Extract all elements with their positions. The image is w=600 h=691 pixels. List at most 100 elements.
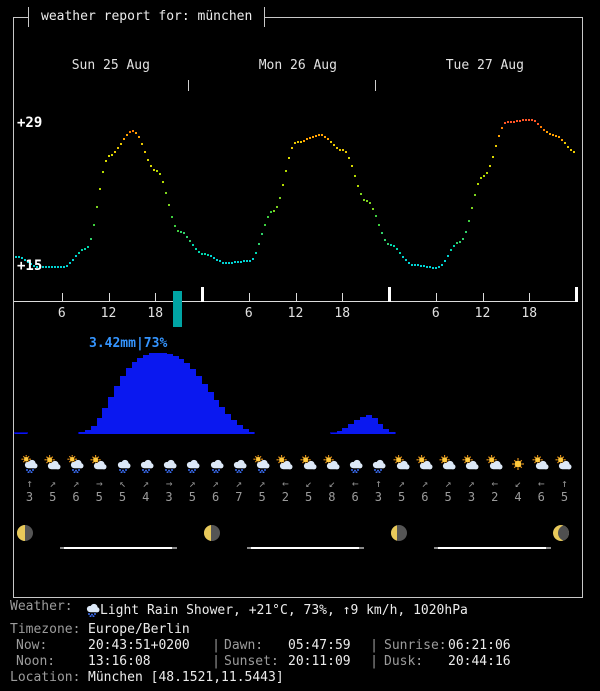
time-label: Sunset: [224, 654, 279, 669]
rain-cloud-icon [83, 599, 100, 622]
wind-direction-arrow: → [165, 477, 173, 490]
temp-dot [261, 233, 263, 236]
weather-report-frame: weather report for: münchen Sun 25 Aug Mo… [13, 7, 583, 598]
precip-bar [108, 397, 115, 434]
timezone-value: Europe/Berlin [88, 622, 190, 637]
temp-dot [537, 122, 539, 125]
current-time-marker [172, 291, 182, 327]
temp-dot [273, 210, 275, 212]
precip-bar [137, 358, 144, 434]
precip-bar [160, 353, 167, 434]
temp-dot [60, 266, 62, 268]
temp-dot [498, 134, 500, 137]
wind-speed-value: 3 [374, 490, 383, 504]
time-value: 20:44:16 [448, 654, 511, 669]
temp-dot [297, 141, 299, 144]
temp-dot [561, 139, 563, 141]
wind-speed-value: 5 [188, 490, 196, 504]
moon-phase-icon [391, 525, 407, 541]
wind-direction-arrow: ↗ [468, 477, 475, 490]
temp-dot [201, 252, 203, 255]
sun-cloud-icon [555, 454, 573, 477]
separator: | [212, 654, 220, 669]
temp-dot [570, 148, 572, 151]
precip-bar [383, 429, 390, 434]
timezone-label: Timezone: [10, 622, 81, 637]
precip-bar [195, 376, 202, 434]
temp-dot [465, 231, 467, 233]
precip-bar [178, 359, 185, 434]
temp-dot [522, 119, 524, 122]
axis-tick-label: 6 [244, 306, 253, 321]
wind-speed-value: 5 [398, 490, 406, 504]
wind-direction-arrow: ↖ [119, 477, 126, 490]
precip-bar [213, 400, 220, 434]
temp-dot [486, 171, 488, 174]
wind-speed-value: 5 [118, 490, 127, 504]
temp-dot [432, 266, 434, 269]
time-value: 13:16:08 [88, 654, 151, 669]
wind-speed-value: 3 [25, 490, 34, 504]
precip-bar [84, 430, 91, 434]
temp-dot [477, 183, 479, 186]
temp-dot [474, 194, 476, 197]
status-block: Weather: Light Rain Shower, +21°C, 73%, ↑… [0, 599, 600, 686]
sun-cloud-icon [416, 454, 434, 477]
sun-cloud-icon [323, 454, 341, 477]
temp-dot [540, 125, 542, 128]
temp-dot [207, 253, 209, 256]
wind-speed-value: 6 [211, 490, 220, 504]
temp-dot [72, 258, 74, 261]
wind-speed-value: 6 [421, 490, 429, 504]
temp-dot [318, 134, 320, 137]
sun-cloud-icon [532, 454, 550, 477]
temp-dot [426, 265, 428, 268]
temp-dot [177, 229, 179, 232]
temp-dot [90, 238, 92, 241]
temp-dot [309, 136, 311, 139]
temp-dot [111, 153, 113, 156]
wind-direction-arrow: ↗ [212, 477, 219, 490]
temp-dot [384, 238, 386, 241]
temp-dot [153, 168, 155, 171]
time-value: 05:47:59 [288, 638, 351, 653]
precip-bar [172, 356, 179, 434]
temp-dot [459, 240, 461, 243]
daylight-bar [438, 547, 547, 549]
temp-dot [120, 142, 122, 145]
temp-dot [423, 265, 425, 268]
precip-bar [225, 414, 232, 434]
rain-icon [207, 455, 225, 477]
wind-direction-arrow: ← [351, 477, 359, 490]
temp-dot [411, 263, 413, 266]
wind-direction-arrow: ↗ [189, 477, 196, 490]
temp-dot [15, 255, 17, 258]
wind-direction-arrow: ↗ [72, 477, 80, 490]
temp-dot [357, 184, 359, 187]
temp-dot [48, 266, 50, 268]
time-value: 20:43:51+0200 [88, 638, 190, 653]
temp-dot [267, 215, 269, 218]
temp-dot [495, 145, 497, 147]
sun-rain-icon [253, 454, 271, 477]
temp-dot [39, 266, 41, 268]
wind-speed-value: 5 [444, 490, 452, 504]
temp-dot [27, 261, 29, 264]
location-line: Location: München [48.1521,11.5443] [0, 670, 600, 686]
temp-dot [285, 170, 287, 173]
temp-dot [444, 259, 446, 262]
temp-dot [81, 249, 83, 252]
temp-dot [162, 181, 164, 184]
temp-dot [135, 131, 137, 134]
temp-dot [225, 261, 227, 264]
precip-bar [219, 407, 226, 434]
temp-dot [102, 171, 104, 174]
temp-dot [138, 136, 140, 139]
temp-dot [330, 141, 332, 144]
sun-rain-icon [20, 454, 39, 477]
temp-dot [240, 260, 242, 263]
wind-speed-value: 5 [49, 490, 57, 504]
wind-speed-value: 6 [72, 490, 80, 504]
precip-bar [359, 417, 366, 434]
timezone-line: Timezone: Europe/Berlin [0, 622, 600, 638]
